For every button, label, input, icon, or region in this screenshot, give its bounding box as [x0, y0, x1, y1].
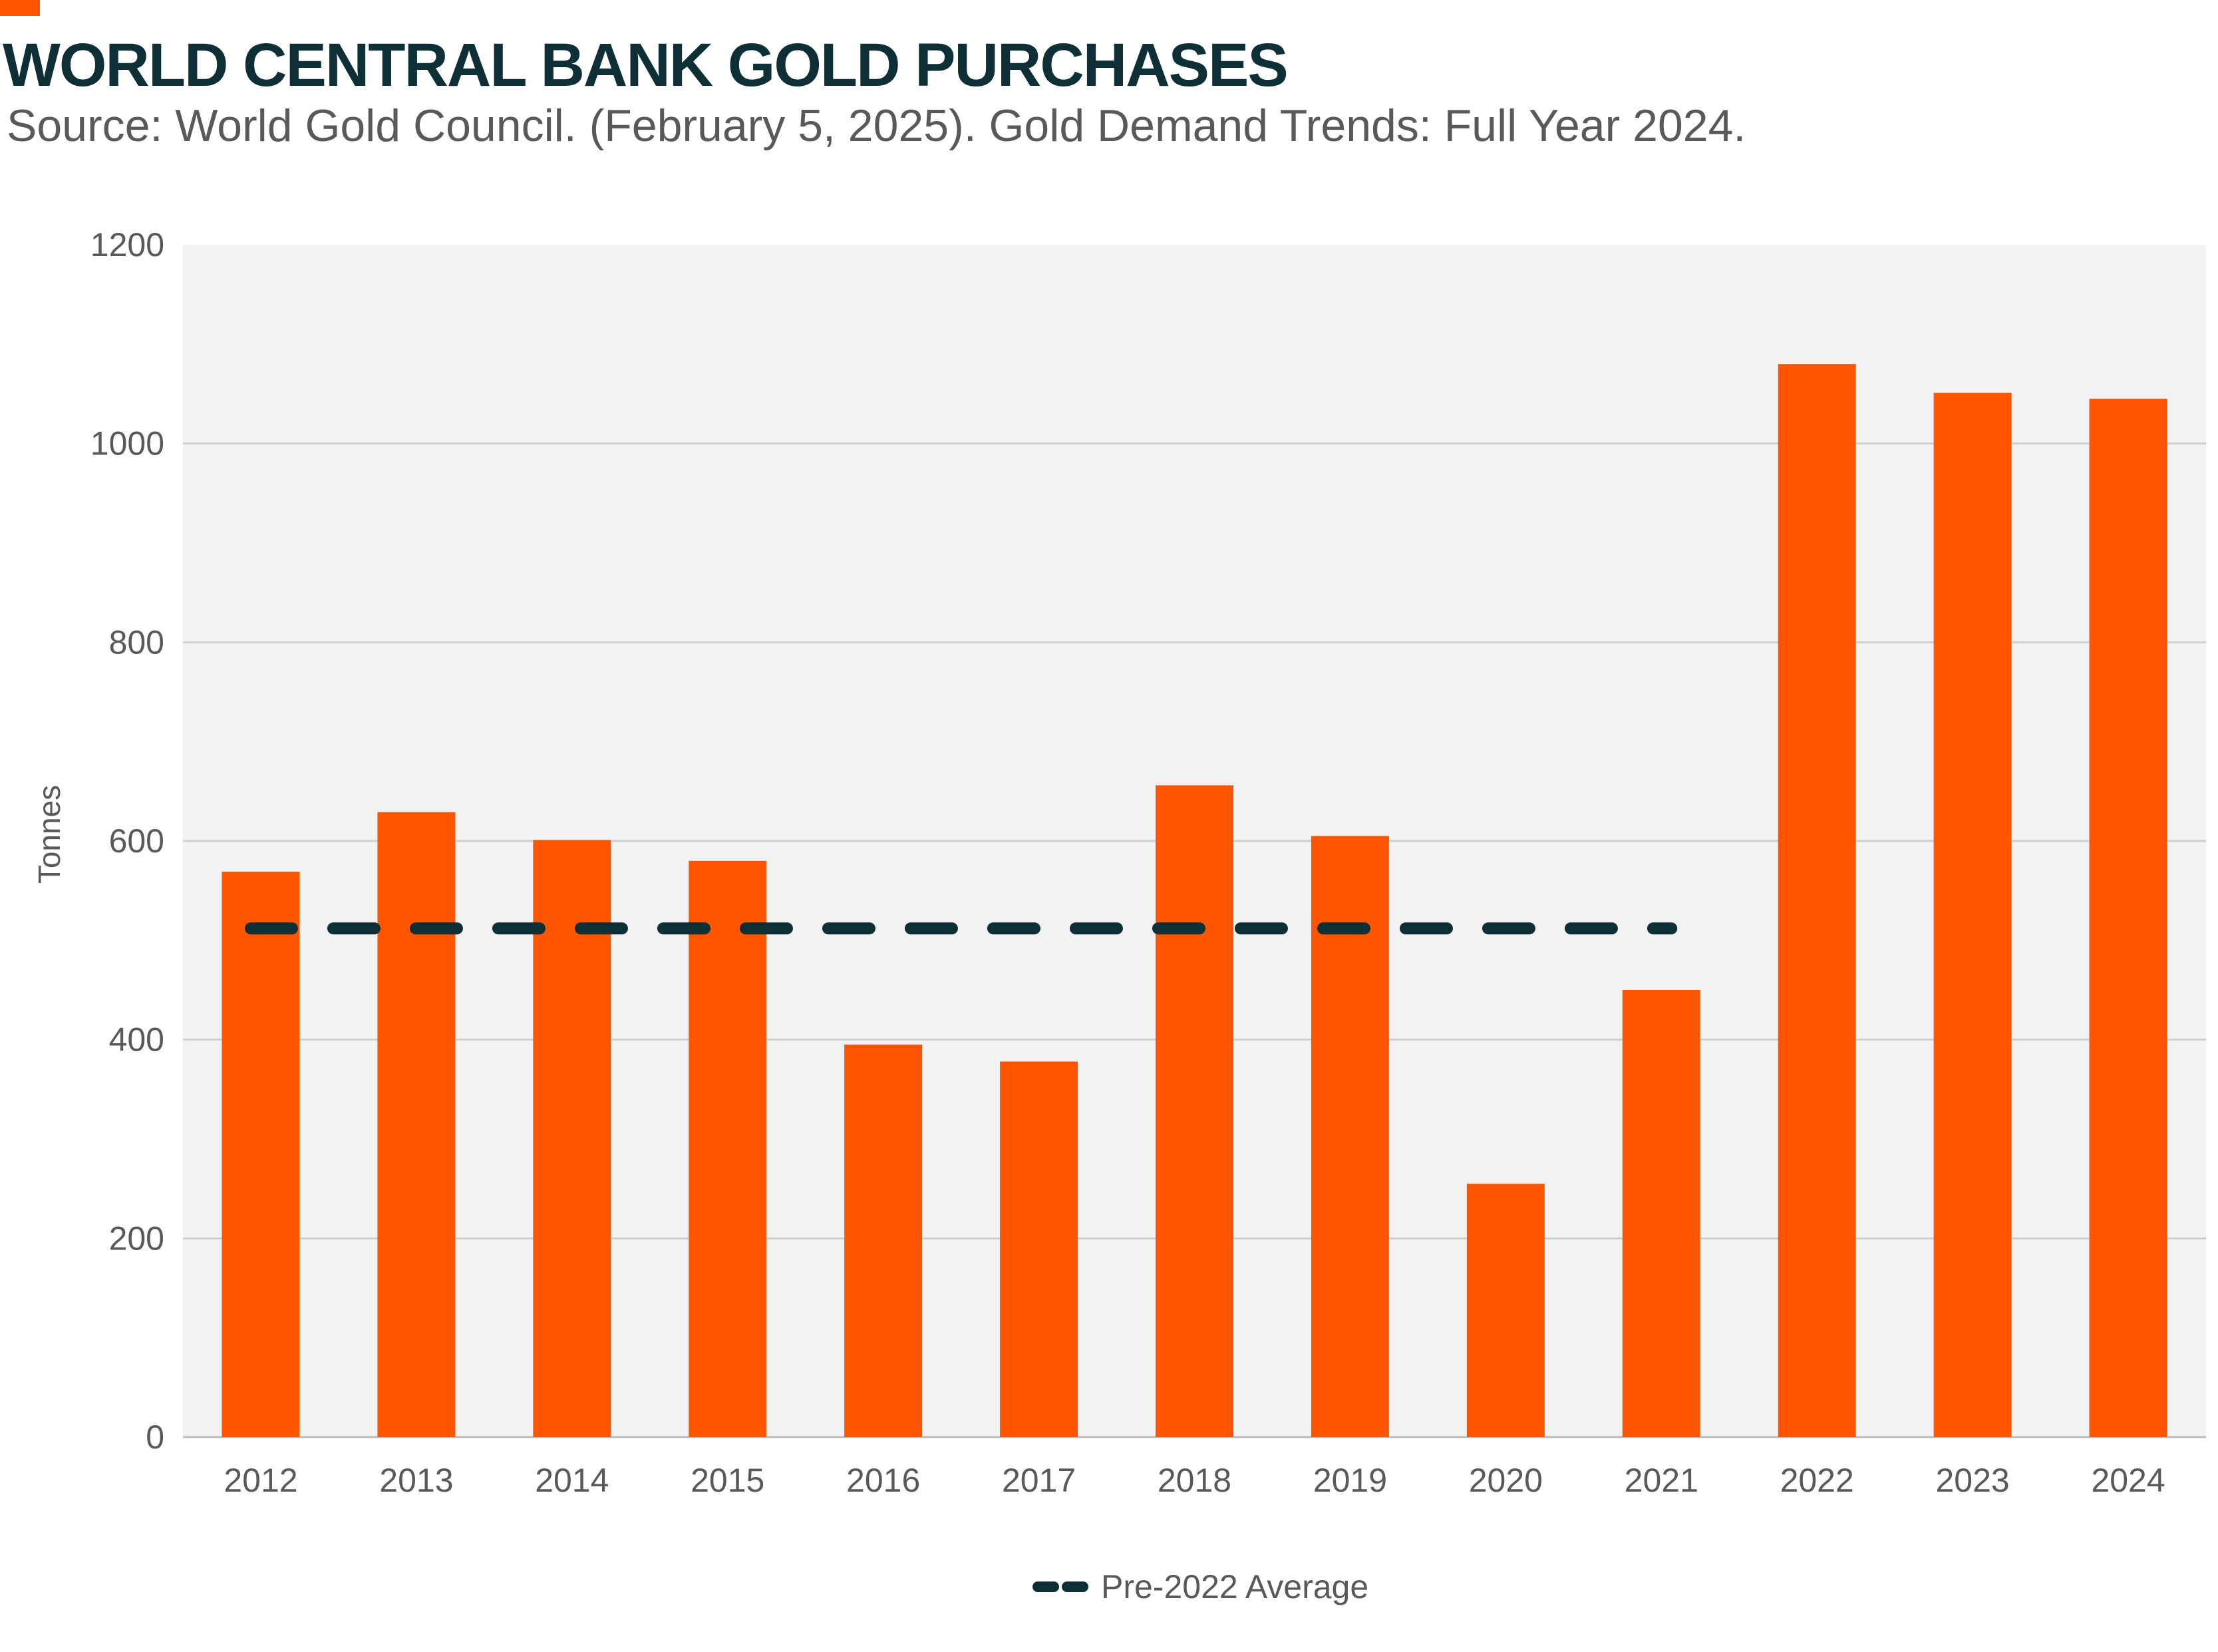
bar-2012	[222, 872, 300, 1437]
x-tick-label-2023: 2023	[1935, 1462, 2009, 1499]
y-tick-label-200: 200	[109, 1220, 164, 1257]
y-tick-label-400: 400	[109, 1021, 164, 1059]
bar-2020	[1466, 1184, 1545, 1437]
bar-2022	[1778, 364, 1856, 1438]
y-tick-label-600: 600	[109, 822, 164, 860]
bar-2016	[844, 1045, 923, 1437]
y-tick-label-800: 800	[109, 623, 164, 661]
bar-2013	[377, 812, 456, 1437]
bar-2024	[2089, 399, 2167, 1437]
x-tick-label-2015: 2015	[691, 1462, 764, 1499]
x-tick-label-2014: 2014	[535, 1462, 609, 1499]
y-tick-label-0: 0	[146, 1418, 164, 1456]
x-tick-label-2020: 2020	[1469, 1462, 1543, 1499]
bar-2019	[1311, 836, 1389, 1437]
x-tick-label-2024: 2024	[2091, 1462, 2165, 1499]
x-axis-ticks: 2012 2013 2014 2015 2016 2017 2018 2019 2020 2021…	[224, 1462, 2165, 1499]
y-tick-label-1000: 1000	[90, 425, 164, 462]
chart-title: WORLD CENTRAL BANK GOLD PURCHASES	[3, 31, 1289, 99]
x-tick-label-2012: 2012	[224, 1462, 297, 1499]
chart-source: Source: World Gold Council. (February 5,…	[7, 100, 1746, 151]
legend-label-average: Pre-2022 Average	[1101, 1568, 1368, 1605]
bars	[222, 364, 2167, 1438]
accent-bar	[0, 0, 40, 16]
x-tick-label-2018: 2018	[1158, 1462, 1231, 1499]
bar-2017	[1000, 1061, 1078, 1437]
bar-2021	[1622, 990, 1700, 1437]
y-axis-label: Tonnes	[32, 785, 67, 884]
bar-2018	[1156, 785, 1233, 1437]
x-tick-label-2021: 2021	[1625, 1462, 1698, 1499]
x-tick-label-2022: 2022	[1780, 1462, 1854, 1499]
bar-2014	[533, 840, 611, 1437]
x-tick-label-2019: 2019	[1313, 1462, 1387, 1499]
y-axis-ticks: 0 200 400 600 800 1000 1200	[90, 226, 164, 1456]
bar-2015	[689, 860, 767, 1437]
bar-2023	[1933, 393, 2012, 1438]
x-tick-label-2016: 2016	[846, 1462, 920, 1499]
x-tick-label-2013: 2013	[379, 1462, 453, 1499]
legend: Pre-2022 Average	[1032, 1568, 1368, 1605]
y-tick-label-1200: 1200	[90, 226, 164, 263]
x-tick-label-2017: 2017	[1002, 1462, 1076, 1499]
